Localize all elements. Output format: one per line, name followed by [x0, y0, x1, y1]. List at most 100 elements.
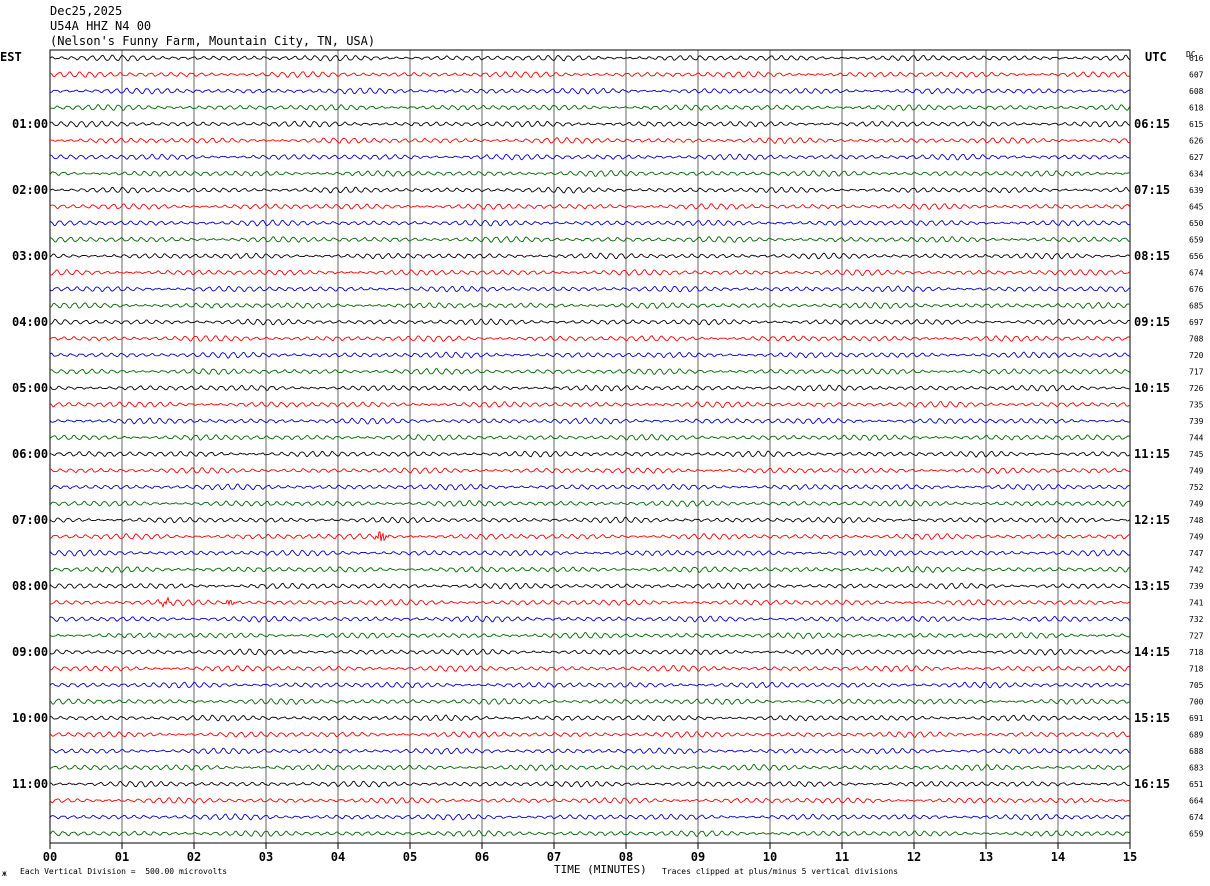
x-tick-label: 01 — [115, 850, 129, 864]
trace-line — [49, 450, 1131, 458]
dc-offset-label: 691 — [1189, 714, 1204, 723]
dc-offset-label: 689 — [1189, 731, 1204, 740]
dc-offset-label: 700 — [1189, 698, 1204, 707]
trace-line — [49, 169, 1131, 178]
dc-offset-label: 726 — [1189, 384, 1204, 393]
trace-line — [49, 384, 1131, 392]
est-axis-title: EST — [0, 50, 22, 64]
dc-offset-label: 688 — [1189, 747, 1204, 756]
trace-line — [49, 698, 1131, 705]
trace-line — [49, 120, 1131, 128]
est-hour-label: 10:00 — [12, 711, 48, 725]
station-label: U54A HHZ N4 00 — [50, 19, 152, 33]
trace-line — [49, 582, 1131, 590]
trace-line — [49, 565, 1131, 574]
trace-line — [49, 829, 1131, 838]
est-hour-label: 04:00 — [12, 315, 48, 329]
trace-line — [49, 136, 1131, 145]
x-tick-label: 12 — [907, 850, 921, 864]
trace-line — [49, 186, 1131, 194]
dc-offset-label: 626 — [1189, 137, 1204, 146]
trace-line — [49, 219, 1131, 227]
trace-line — [49, 747, 1131, 755]
x-tick-label: 13 — [979, 850, 993, 864]
dc-offset-label: 634 — [1189, 170, 1204, 179]
trace-line — [49, 780, 1131, 788]
utc-hour-label: 16:15 — [1134, 777, 1170, 791]
trace-line — [49, 596, 1131, 609]
dc-offset-label: 685 — [1189, 302, 1204, 311]
utc-hour-label: 13:15 — [1134, 579, 1170, 593]
trace-line — [49, 549, 1131, 557]
trace-line — [49, 681, 1131, 689]
dc-offset-label: 744 — [1189, 434, 1204, 443]
dc-offset-label: 718 — [1189, 648, 1204, 657]
trace-line — [49, 400, 1131, 409]
dc-offset-label: 741 — [1189, 599, 1204, 608]
corner-mark: ж — [2, 869, 7, 878]
clip-note: Traces clipped at plus/minus 5 vertical … — [662, 867, 899, 876]
date-label: Dec25,2025 — [50, 4, 123, 18]
utc-hour-label: 14:15 — [1134, 645, 1170, 659]
dc-offset-label: 749 — [1189, 500, 1204, 509]
x-axis-title: TIME (MINUTES) — [554, 863, 647, 876]
utc-hour-label: 12:15 — [1134, 513, 1170, 527]
trace-line — [49, 664, 1131, 673]
trace-line — [49, 71, 1131, 79]
utc-hour-label: 10:15 — [1134, 381, 1170, 395]
dc-offset-label: 674 — [1189, 269, 1204, 278]
dc-offset-label: 720 — [1189, 351, 1204, 360]
trace-line — [49, 796, 1131, 805]
dc-offset-label: 659 — [1189, 236, 1204, 245]
est-hour-label: 08:00 — [12, 579, 48, 593]
dc-offset-label: 718 — [1189, 665, 1204, 674]
utc-hour-label: 07:15 — [1134, 183, 1170, 197]
x-tick-label: 09 — [691, 850, 705, 864]
dc-offset-label: 705 — [1189, 681, 1204, 690]
trace-line — [49, 467, 1131, 475]
dc-offset-label: 651 — [1189, 780, 1204, 789]
dc-offset-label: 683 — [1189, 764, 1204, 773]
trace-line — [49, 318, 1131, 326]
plot-frame — [49, 49, 1131, 844]
dc-offset-label: 739 — [1189, 582, 1204, 591]
est-hour-label: 03:00 — [12, 249, 48, 263]
x-tick-label: 00 — [43, 850, 57, 864]
x-tick-label: 08 — [619, 850, 633, 864]
x-tick-label: 10 — [763, 850, 777, 864]
dc-offset-label: 717 — [1189, 368, 1204, 377]
dc-offset-label: 739 — [1189, 417, 1204, 426]
dc-offset-label: 659 — [1189, 830, 1204, 839]
dc-offset-label: 674 — [1189, 813, 1204, 822]
trace-line — [49, 714, 1131, 722]
est-hour-label: 11:00 — [12, 777, 48, 791]
location-label: (Nelson's Funny Farm, Mountain City, TN,… — [50, 34, 376, 48]
dc-offset-label: 627 — [1189, 153, 1204, 162]
trace-line — [49, 433, 1131, 442]
dc-offset-label: 735 — [1189, 401, 1204, 410]
scale-note: Each Vertical Division = 500.00 microvol… — [20, 867, 228, 876]
x-tick-label: 07 — [547, 850, 561, 864]
dc-axis-title: DC — [1186, 50, 1196, 59]
dc-offset-label: 607 — [1189, 71, 1204, 80]
est-hour-label: 05:00 — [12, 381, 48, 395]
x-tick-label: 02 — [187, 850, 201, 864]
trace-line — [49, 516, 1131, 524]
dc-offset-label: 749 — [1189, 467, 1204, 476]
utc-hour-label: 06:15 — [1134, 117, 1170, 131]
dc-offset-label: 639 — [1189, 186, 1204, 195]
trace-line — [49, 648, 1131, 656]
dc-offset-label: 732 — [1189, 615, 1204, 624]
trace-line — [49, 302, 1131, 310]
x-tick-label: 03 — [259, 850, 273, 864]
trace-line — [49, 417, 1131, 425]
trace-line — [49, 632, 1131, 640]
dc-offset-label: 708 — [1189, 335, 1204, 344]
trace-line — [49, 54, 1131, 62]
dc-offset-label: 616 — [1189, 54, 1204, 63]
utc-hour-label: 11:15 — [1134, 447, 1170, 461]
est-hour-label: 06:00 — [12, 447, 48, 461]
x-tick-label: 05 — [403, 850, 417, 864]
est-hour-label: 02:00 — [12, 183, 48, 197]
